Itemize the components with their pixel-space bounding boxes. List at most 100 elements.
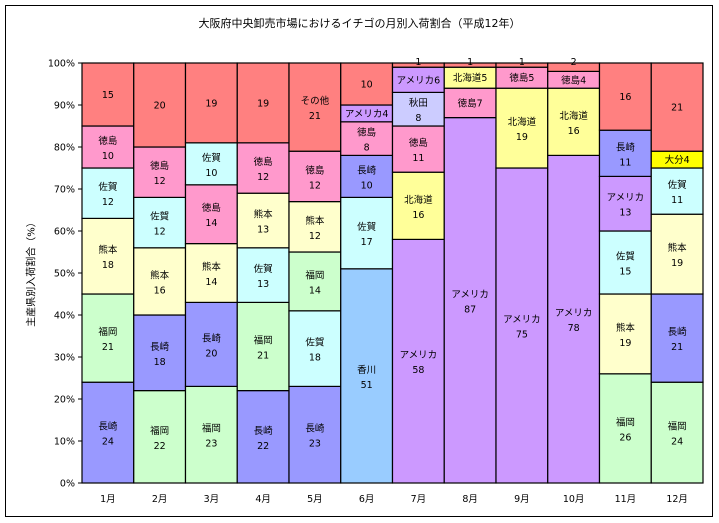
segment-value: 8	[415, 113, 421, 124]
segment-value: 12	[309, 180, 321, 191]
x-tick-label: 12月	[666, 494, 688, 505]
y-tick-label: 100%	[48, 59, 75, 70]
bar-segment	[598, 175, 652, 232]
segment-value: 11	[412, 153, 424, 164]
segment-label: 福岡	[202, 423, 221, 435]
segment-label: 長崎	[150, 341, 170, 353]
segment-value: 26	[619, 432, 631, 443]
segment-label: 徳島	[150, 160, 169, 172]
segment-value: 16	[619, 92, 631, 103]
segment-label: 佐賀	[254, 263, 273, 275]
bar-segment	[133, 146, 187, 199]
y-tick-label: 90%	[54, 101, 75, 112]
x-tick-label: 5月	[307, 494, 323, 505]
segment-label: 福岡	[305, 269, 324, 281]
segment-value: 12	[154, 176, 166, 187]
segment-value: 51	[361, 380, 373, 391]
segment-label: 徳島	[202, 202, 221, 214]
bar-segment	[288, 201, 342, 253]
segment-value: 19	[257, 98, 269, 109]
bar-segment	[650, 62, 704, 152]
segment-value: 19	[205, 98, 217, 109]
bar-segment	[547, 154, 601, 484]
segment-value: 22	[257, 441, 269, 452]
segment-label: 北海道	[508, 116, 537, 128]
x-tick-label: 2月	[152, 494, 168, 505]
bar-segment	[650, 381, 704, 484]
x-tick-label: 3月	[204, 494, 220, 505]
segment-value: 24	[671, 437, 683, 448]
segment-value: 19	[619, 338, 631, 349]
segment-value: 18	[154, 357, 166, 368]
bar-segment	[391, 66, 445, 93]
bar-segment	[340, 268, 394, 484]
chart-title: 大阪府中央卸売市場におけるイチゴの月別入荷割合（平成12年）	[198, 17, 521, 30]
segment-label: 熊本	[668, 242, 688, 254]
bar-segment	[184, 301, 238, 387]
bar-segment	[236, 62, 290, 144]
segment-label: 徳島5	[509, 72, 534, 84]
bar-segment	[133, 196, 187, 249]
bar-segment	[391, 171, 445, 240]
bar-segment	[495, 87, 549, 169]
segment-label: 北海道5	[453, 72, 488, 84]
segment-label: 熊本	[98, 244, 118, 256]
bar-segment	[598, 293, 652, 375]
segment-value: 21	[671, 103, 683, 114]
bar-segment	[133, 62, 187, 148]
segment-label: 徳島	[305, 164, 324, 176]
segment-value: 21	[102, 342, 114, 353]
segment-value: 16	[154, 285, 166, 296]
segment-label: 北海道	[404, 194, 433, 206]
segment-label: アメリカ	[607, 193, 645, 204]
bar-segment	[288, 251, 342, 312]
segment-value: 21	[671, 342, 683, 353]
y-tick-label: 80%	[54, 143, 75, 154]
segment-value: 10	[102, 151, 114, 162]
segment-value: 1	[519, 57, 525, 68]
segment-label: 徳島4	[561, 74, 586, 86]
bar-segment	[236, 192, 290, 249]
x-tick-label: 6月	[359, 494, 375, 505]
x-tick-label: 7月	[411, 494, 427, 505]
segment-label: 徳島	[98, 135, 117, 147]
segment-value: 13	[257, 279, 269, 290]
segment-value: 12	[154, 227, 166, 238]
segment-value: 16	[412, 210, 424, 221]
segment-label: アメリカ4	[345, 109, 389, 120]
segment-label: 大分4	[665, 154, 690, 166]
bar-segment	[443, 116, 497, 484]
segment-label: 徳島7	[458, 97, 483, 109]
bar-segment	[133, 314, 187, 392]
segment-value: 12	[102, 197, 114, 208]
segment-value: 21	[309, 111, 321, 122]
segment-label: 長崎	[616, 141, 636, 153]
segment-value: 13	[257, 225, 269, 236]
bar-segment	[443, 87, 497, 119]
segment-label: 長崎	[202, 332, 222, 344]
segment-label: 佐賀	[305, 337, 324, 349]
segment-label: 福岡	[98, 326, 117, 338]
segment-value: 12	[257, 172, 269, 183]
x-tick-label: 4月	[255, 494, 271, 505]
segment-label: 長崎	[254, 425, 274, 437]
segment-label: 佐賀	[202, 152, 221, 164]
x-tick-label: 10月	[563, 494, 585, 505]
segment-value: 23	[205, 439, 217, 450]
bar-segment	[598, 230, 652, 295]
segment-value: 21	[257, 351, 269, 362]
segment-value: 23	[309, 439, 321, 450]
bar-segment	[598, 62, 652, 131]
segment-label: 佐賀	[616, 251, 635, 263]
segment-label: アメリカ6	[397, 75, 441, 86]
segment-label: 長崎	[357, 164, 377, 176]
y-tick-label: 70%	[54, 185, 75, 196]
x-tick-label: 1月	[100, 494, 116, 505]
segment-value: 19	[516, 132, 528, 143]
segment-label: アメリカ	[503, 315, 541, 326]
segment-value: 22	[154, 441, 166, 452]
segment-value: 87	[464, 304, 476, 315]
segment-value: 8	[364, 143, 370, 154]
bar-segment	[650, 213, 704, 295]
